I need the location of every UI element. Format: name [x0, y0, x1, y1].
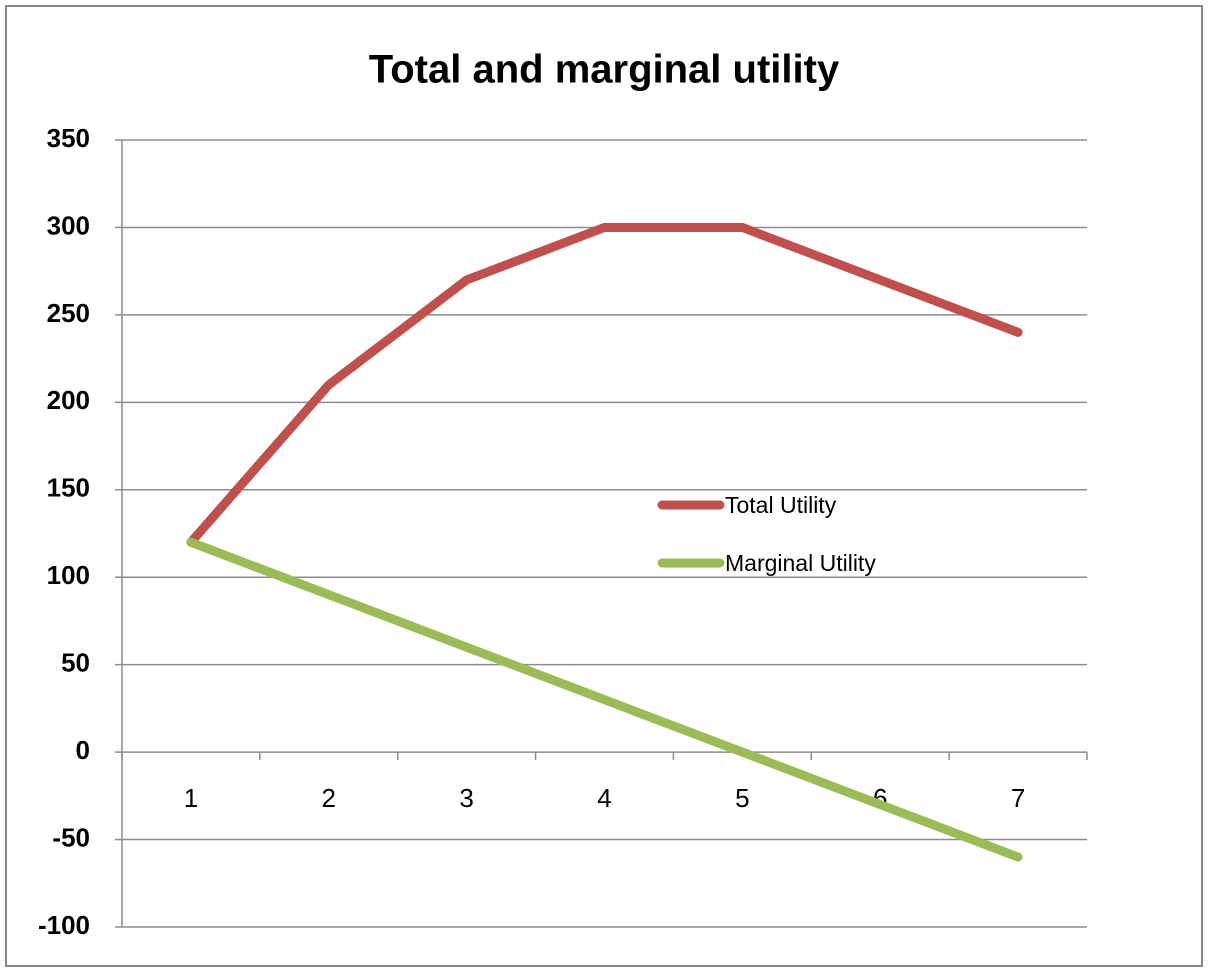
x-tick-label: 7 [1011, 783, 1025, 813]
x-tick-label: 4 [597, 783, 611, 813]
y-tick-label: 250 [47, 298, 90, 328]
y-tick-label: 50 [61, 648, 90, 678]
y-tick-label: -50 [52, 822, 90, 852]
y-tick-label: -100 [38, 910, 90, 940]
y-tick-label: 350 [47, 123, 90, 153]
chart-frame [5, 5, 1203, 967]
x-tick-label: 2 [322, 783, 336, 813]
x-tick-label: 3 [459, 783, 473, 813]
y-tick-label: 300 [47, 210, 90, 240]
line-series [186, 222, 1023, 547]
y-tick-label: 100 [47, 560, 90, 590]
y-tick-label: 150 [47, 473, 90, 503]
legend-label: Total Utility [725, 492, 837, 518]
y-tick-label: 0 [76, 735, 90, 765]
line-series [186, 537, 1023, 862]
chart-title: Total and marginal utility [369, 48, 840, 92]
x-tick-label: 5 [735, 783, 749, 813]
x-tick-label: 1 [184, 783, 198, 813]
legend-label: Marginal Utility [725, 550, 876, 576]
y-tick-label: 200 [47, 385, 90, 415]
